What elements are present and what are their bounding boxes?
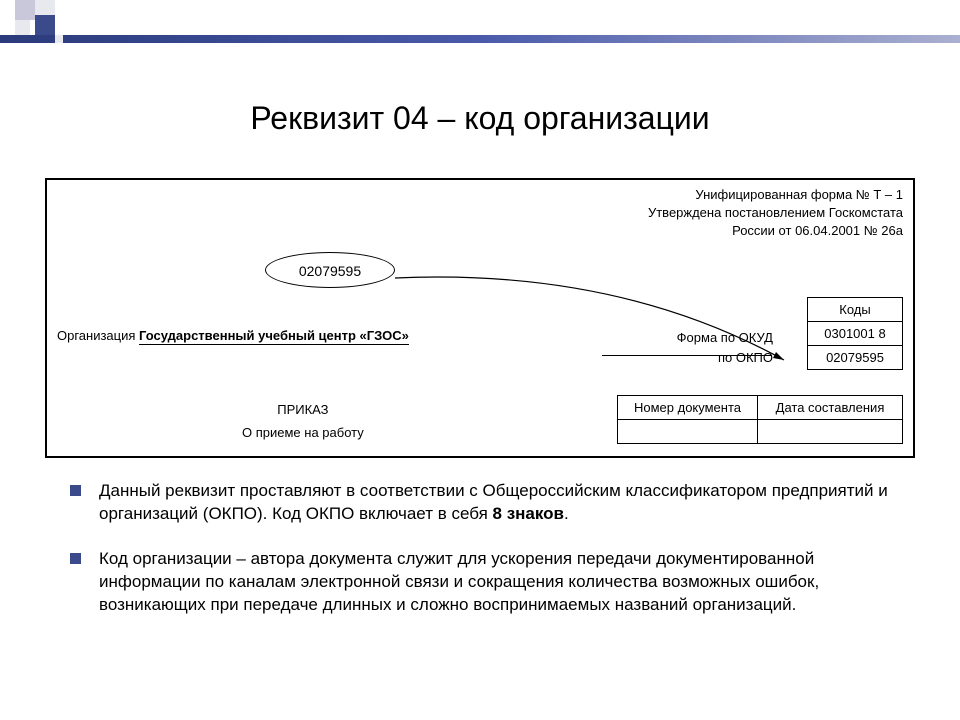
doc-number-value [618, 420, 758, 444]
order-block: ПРИКАЗ О приеме на работу [242, 398, 364, 445]
okpo-label: по ОКПО [677, 348, 773, 368]
form-header: Унифицированная форма № Т – 1 Утверждена… [648, 186, 903, 241]
organization-label: Организация [57, 328, 139, 343]
organization-name: Государственный учебный центр «ГЗОС» [139, 328, 409, 345]
gradient-bar [0, 35, 960, 43]
bullet-text: Данный реквизит проставляют в соответств… [99, 480, 900, 526]
callout-arrow-line [47, 258, 917, 378]
doc-meta-table: Номер документа Дата составления [617, 395, 903, 444]
slide-title: Реквизит 04 – код организации [0, 100, 960, 137]
document-form-box: Унифицированная форма № Т – 1 Утверждена… [45, 178, 915, 458]
form-header-line: Утверждена постановлением Госкомстата [648, 204, 903, 222]
callout-code-oval: 02079595 [265, 252, 395, 288]
bullet-text-segment: . [564, 504, 569, 523]
blank-underline [602, 355, 772, 356]
okud-label: Форма по ОКУД [677, 328, 773, 348]
deco-square [15, 20, 30, 35]
deco-square [55, 35, 63, 43]
deco-square [15, 0, 35, 20]
codes-table: Коды 0301001 8 02079595 [807, 297, 903, 370]
organization-line: Организация Государственный учебный цент… [57, 328, 409, 343]
codes-header-cell: Коды [808, 298, 903, 322]
order-subtitle: О приеме на работу [242, 421, 364, 444]
deco-square [35, 15, 55, 35]
form-code-labels: Форма по ОКУД по ОКПО [677, 328, 773, 367]
order-title: ПРИКАЗ [242, 398, 364, 421]
bullet-marker-icon [70, 485, 81, 496]
doc-number-header: Номер документа [618, 396, 758, 420]
slide-top-decoration [0, 0, 960, 55]
bullet-item: Код организации – автора документа служи… [70, 548, 900, 617]
bullet-text-bold: 8 знаков [493, 504, 564, 523]
doc-date-header: Дата составления [758, 396, 903, 420]
bullet-list: Данный реквизит проставляют в соответств… [70, 480, 900, 639]
doc-date-value [758, 420, 903, 444]
form-header-line: России от 06.04.2001 № 26а [648, 222, 903, 240]
bullet-item: Данный реквизит проставляют в соответств… [70, 480, 900, 526]
okud-value-cell: 0301001 8 [808, 322, 903, 346]
bullet-marker-icon [70, 553, 81, 564]
bullet-text: Код организации – автора документа служи… [99, 548, 900, 617]
form-header-line: Унифицированная форма № Т – 1 [648, 186, 903, 204]
okpo-value-cell: 02079595 [808, 346, 903, 370]
